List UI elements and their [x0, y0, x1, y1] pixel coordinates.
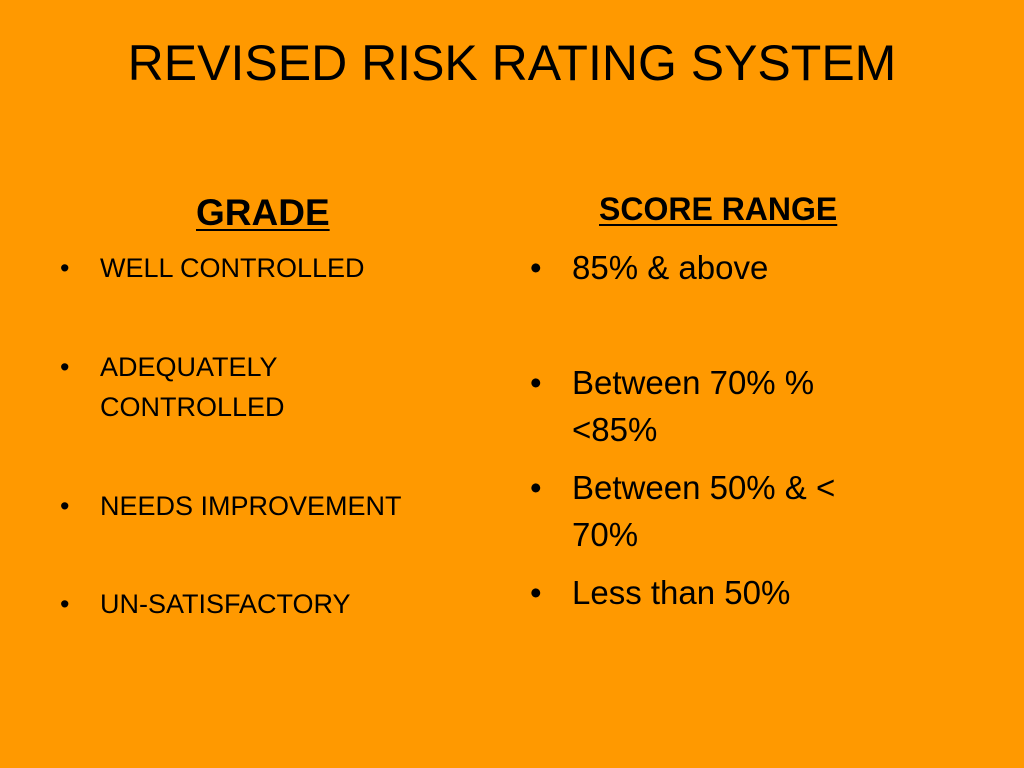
slide-title: REVISED RISK RATING SYSTEM	[127, 35, 897, 91]
bullet-icon: •	[60, 491, 70, 521]
bullet-icon: •	[530, 364, 542, 401]
score-item-70-85: • Between 70% % <85%	[530, 359, 902, 453]
bullet-icon: •	[530, 574, 542, 611]
score-item-label: Between 50% & < 70%	[572, 469, 836, 553]
bullet-icon: •	[60, 352, 70, 382]
grade-item-adequately-controlled: • ADEQUATELY CONTROLLED	[58, 347, 500, 427]
bullet-icon: •	[530, 249, 542, 286]
score-item-label: 85% & above	[572, 249, 769, 286]
grade-item-label: UN-SATISFACTORY	[100, 589, 351, 619]
score-item-label: Less than 50%	[572, 574, 791, 611]
score-item-50-70: • Between 50% & < 70%	[530, 464, 902, 558]
bullet-icon: •	[60, 253, 70, 283]
score-item-less-50: • Less than 50%	[530, 569, 902, 616]
grade-item-well-controlled: • WELL CONTROLLED	[58, 248, 500, 288]
score-range-heading: SCORE RANGE	[599, 191, 838, 227]
grade-item-un-satisfactory: • UN-SATISFACTORY	[58, 584, 500, 624]
grade-heading: GRADE	[196, 192, 330, 233]
grade-item-label: WELL CONTROLLED	[100, 253, 365, 283]
grade-item-label: ADEQUATELY CONTROLLED	[100, 352, 285, 422]
bullet-icon: •	[530, 469, 542, 506]
bullet-icon: •	[60, 589, 70, 619]
score-item-85-above: • 85% & above	[530, 244, 902, 291]
grade-item-needs-improvement: • NEEDS IMPROVEMENT	[58, 486, 500, 526]
score-item-label: Between 70% % <85%	[572, 364, 815, 448]
grade-item-label: NEEDS IMPROVEMENT	[100, 491, 402, 521]
